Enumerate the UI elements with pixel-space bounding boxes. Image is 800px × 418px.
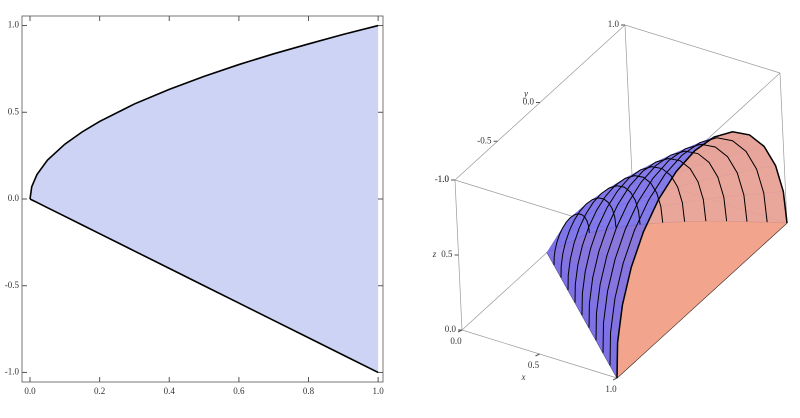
section-curve — [609, 137, 768, 366]
x-tick-label: 1.0 — [373, 386, 385, 396]
x-tick-label: 0.0 — [24, 386, 36, 396]
y-tick-label: 1.0 — [608, 19, 620, 29]
y-tick-label: 1.0 — [8, 20, 20, 30]
x-tick-label: 0.0 — [450, 336, 462, 346]
upper-boundary — [29, 24, 379, 200]
box-edge — [624, 24, 781, 74]
section-curve — [602, 143, 748, 353]
y-tick-label: 0.0 — [523, 97, 535, 107]
x-tick-label: 0.8 — [303, 386, 315, 396]
z-tick-label: 0.0 — [445, 324, 457, 334]
x-tick-label: 0.2 — [94, 386, 105, 396]
x-tick-label: 0.5 — [528, 360, 540, 370]
section-curve — [560, 197, 617, 278]
x-tick-label: 0.4 — [164, 386, 176, 396]
section-curve — [567, 185, 641, 291]
section-curve — [616, 130, 788, 379]
y-tick-label: -0.5 — [5, 280, 20, 290]
y-tick-label: 0.0 — [8, 193, 20, 203]
z-tick-label: 1.0 — [438, 174, 450, 184]
lower-boundary — [29, 198, 379, 374]
z-tick-label: 0.5 — [441, 249, 453, 259]
section-curve — [581, 166, 686, 316]
section-curve — [553, 213, 590, 266]
x-tick — [612, 377, 618, 381]
x-tick-label: 1.0 — [605, 384, 617, 394]
y-axis-label: y — [523, 89, 528, 99]
z-axis-label: z — [432, 249, 437, 259]
section-curve — [588, 157, 707, 328]
x-tick-label: 0.6 — [233, 386, 245, 396]
x-tick — [535, 353, 540, 357]
x-axis-label: x — [521, 372, 526, 382]
y-tick-label: 0.5 — [8, 106, 20, 116]
region-fill — [30, 25, 379, 373]
y-tick-label: -1.0 — [5, 367, 20, 377]
end-cap — [617, 131, 787, 378]
box-edge — [779, 72, 788, 224]
section-curve — [595, 150, 728, 341]
y-tick-label: -0.5 — [477, 135, 492, 145]
box-edge — [624, 24, 633, 176]
y-tick-label: -1.0 — [435, 174, 450, 184]
